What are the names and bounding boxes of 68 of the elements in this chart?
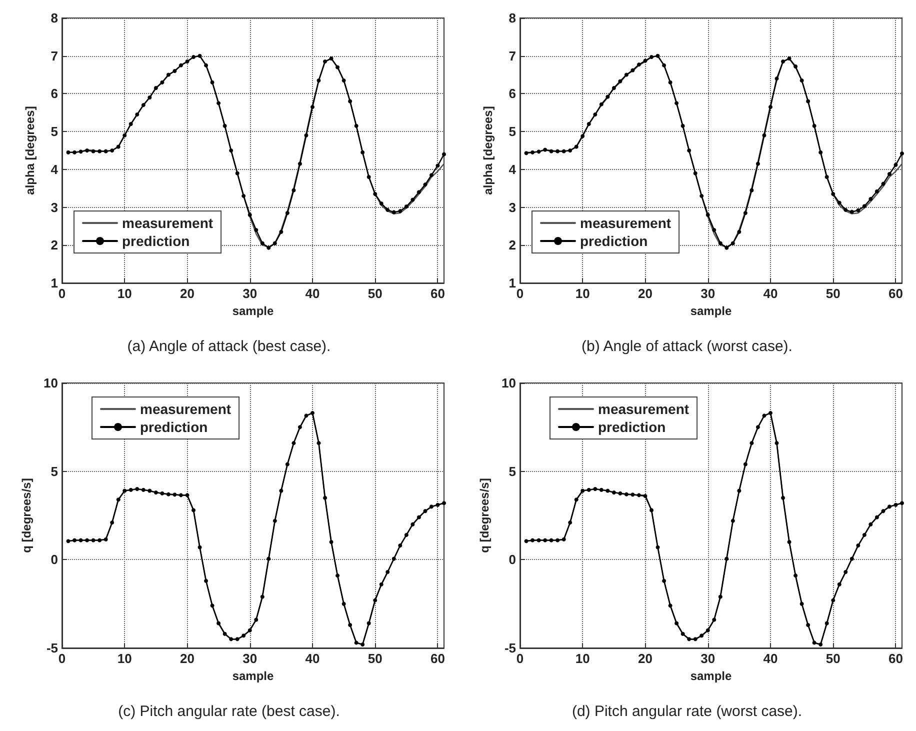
legend-label: prediction: [122, 233, 190, 249]
y-tick-label: 5: [50, 124, 58, 140]
x-tick-label: 60: [888, 286, 903, 301]
y-tick-label: 8: [50, 10, 58, 26]
legend-label: prediction: [580, 233, 648, 249]
y-tick-label: 3: [50, 200, 58, 215]
y-tick-label: 6: [508, 86, 516, 102]
y-axis-title: q [degrees/s]: [478, 478, 492, 553]
x-tick-label: 10: [575, 286, 590, 301]
y-tick-label: 1: [50, 276, 58, 290]
y-tick-label: 5: [50, 464, 58, 479]
x-tick-label: 20: [638, 651, 652, 666]
x-tick-label: 60: [888, 651, 903, 666]
y-axis-title: alpha [degrees]: [23, 106, 37, 195]
text: (b) Angle of attack (worst case).: [582, 338, 792, 355]
text: (c) Pitch angular rate (best case).: [118, 703, 340, 720]
text: (a) Angle of attack (best case).: [127, 338, 331, 355]
x-tick-label: 40: [305, 286, 320, 301]
y-tick-label: 7: [508, 48, 516, 64]
x-tick-label: 20: [180, 651, 194, 666]
x-tick-label: 60: [430, 651, 445, 666]
y-tick-label: 5: [508, 464, 516, 479]
x-tick-label: 40: [763, 286, 778, 301]
y-tick-label: 6: [50, 86, 58, 102]
y-tick-label: 2: [508, 238, 516, 253]
y-tick-label: 8: [508, 10, 516, 26]
y-tick-label: 5: [508, 124, 516, 140]
x-axis-title: sample: [690, 304, 732, 318]
y-tick-label: 10: [44, 376, 58, 390]
x-tick-label: 50: [826, 286, 840, 301]
x-tick-label: 20: [638, 286, 652, 301]
y-tick-label: 7: [50, 48, 58, 64]
y-tick-label: 0: [508, 552, 516, 568]
x-tick-label: 50: [368, 651, 382, 666]
y-tick-label: 10: [502, 376, 516, 390]
legend-label: prediction: [140, 419, 208, 435]
x-tick-label: 50: [826, 651, 840, 666]
x-tick-label: 10: [575, 651, 590, 666]
x-tick-label: 30: [700, 286, 716, 301]
x-axis-title: sample: [232, 669, 274, 683]
x-tick-label: 40: [763, 651, 778, 666]
x-tick-label: 10: [117, 286, 132, 301]
x-tick-label: 20: [180, 286, 194, 301]
y-tick-label: 0: [50, 552, 58, 568]
x-tick-label: 60: [430, 286, 445, 301]
x-tick-label: 10: [117, 651, 132, 666]
legend-label: measurement: [140, 401, 232, 417]
x-tick-label: 30: [242, 286, 258, 301]
text: (d) Pitch angular rate (worst case).: [572, 703, 802, 720]
legend-label: prediction: [598, 419, 666, 435]
x-axis-title: sample: [232, 304, 274, 318]
y-tick-label: 3: [508, 200, 516, 215]
x-tick-label: 30: [242, 651, 258, 666]
y-tick-label: 4: [508, 162, 517, 177]
x-tick-label: 50: [368, 286, 382, 301]
y-tick-label: 2: [50, 238, 58, 253]
legend-label: measurement: [122, 215, 214, 231]
y-tick-label: -5: [46, 640, 58, 656]
x-tick-label: 40: [305, 651, 320, 666]
x-tick-label: 30: [700, 651, 716, 666]
y-axis-title: alpha [degrees]: [481, 106, 495, 195]
legend-label: measurement: [598, 401, 690, 417]
x-axis-title: sample: [690, 669, 732, 683]
legend-label: measurement: [580, 215, 672, 231]
y-tick-label: 4: [50, 162, 59, 177]
y-tick-label: -5: [504, 640, 516, 656]
y-axis-title: q [degrees/s]: [20, 478, 34, 553]
y-tick-label: 1: [508, 276, 516, 290]
